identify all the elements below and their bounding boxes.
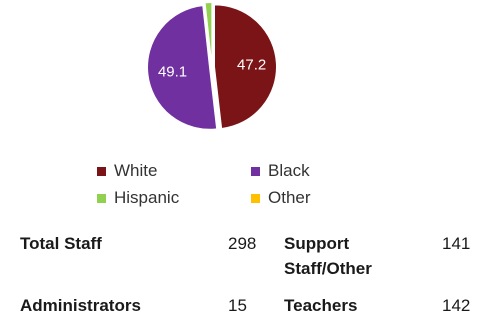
support-staff-label-line2: Staff/Other [284,259,372,278]
legend-label-black: Black [268,161,310,180]
administrators-value: 15 [228,296,247,315]
legend-item-hispanic: Hispanic [97,188,179,208]
legend-item-black: Black [251,161,310,181]
legend-swatch-hispanic [97,193,106,203]
legend-swatch-white [97,166,106,176]
ethnicity-pie-chart: 47.2 49.1 [146,2,277,130]
teachers-label: Teachers [284,296,358,315]
administrators-label: Administrators [20,296,141,315]
total-staff-label: Total Staff [20,234,102,253]
legend-item-white: White [97,161,157,181]
pie-slice-black [146,5,218,130]
legend-swatch-black [251,166,260,176]
total-staff-value: 298 [228,234,257,253]
legend-item-other: Other [251,188,311,208]
legend-label-other: Other [268,188,311,207]
pie-slice-hispanic [204,2,213,65]
support-staff-label-line1: Support [284,234,350,253]
pie-label-white: 47.2 [237,57,266,74]
teachers-value: 142 [442,296,471,315]
pie-slice-white [213,4,277,129]
legend-label-white: White [114,161,158,180]
legend-label-hispanic: Hispanic [114,188,180,207]
pie-label-black: 49.1 [158,63,187,80]
legend-swatch-other [251,193,260,203]
support-staff-value: 141 [442,234,471,253]
